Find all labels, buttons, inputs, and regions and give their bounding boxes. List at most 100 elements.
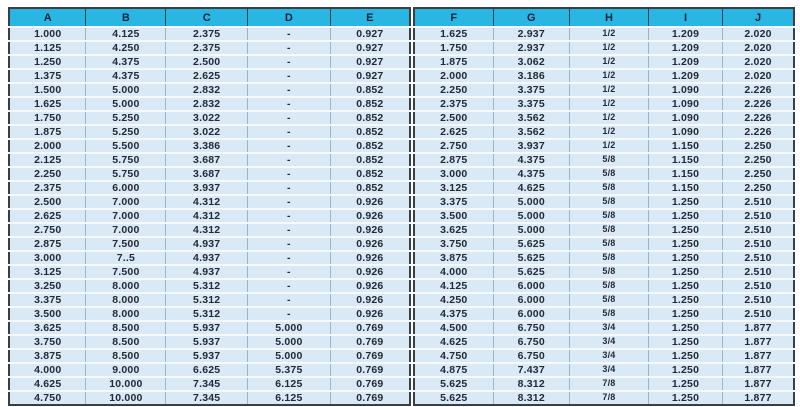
table-cell-F: 2.875 [414,152,494,167]
table-cell-F: 4.375 [414,306,494,321]
table-cell-D: - [247,292,331,307]
table-row: 3.500 8.000 5.312-0.926 [9,306,410,321]
table-cell-I: 1.250 [647,306,723,321]
table-cell-C: 2.500 [165,54,248,69]
table-cell-E: 0.769 [329,390,410,405]
table-cell-E: 0.852 [329,82,410,97]
table-cell-J: 2.510 [722,292,794,307]
table-row: 4.500 6.750 3/4 1.250 1.877 [414,320,794,335]
table-cell-J: 1.877 [722,334,794,349]
table-cell-G: 3.562 [492,124,570,139]
table-cell-H: 5/8 [568,180,649,195]
table-cell-I: 1.250 [647,390,723,405]
table-cell-A: 2.750 [9,222,86,237]
table-cell-B: 7.000 [85,194,166,209]
table-cell-H: 5/8 [568,278,649,293]
table-cell-H: 1/2 [568,40,649,55]
table-cell-J: 2.250 [722,152,794,167]
table-cell-I: 1.150 [647,166,723,181]
table-row: 1.625 5.000 2.832-0.852 [9,96,410,111]
table-cell-F: 5.625 [414,376,494,391]
table-cell-H: 5/8 [568,166,649,181]
table-cell-E: 0.926 [329,278,410,293]
table-cell-C: 4.937 [165,236,248,251]
table-cell-J: 2.020 [722,68,794,83]
table-cell-D: 5.000 [247,348,331,363]
table-cell-C: 7.345 [165,390,248,405]
table-cell-B: 8.500 [85,320,166,335]
table-cell-E: 0.926 [329,264,410,279]
table-cell-F: 3.875 [414,250,494,265]
table-cell-D: - [247,124,331,139]
table-cell-B: 8.500 [85,348,166,363]
table-cell-F: 2.250 [414,82,494,97]
table-cell-B: 7.500 [85,264,166,279]
table-row: 1.375 4.375 2.625-0.927 [9,68,410,83]
table-row: 2.250 5.750 3.687-0.852 [9,166,410,181]
table-cell-I: 1.250 [647,334,723,349]
table-cell-B: 8.500 [85,334,166,349]
table-cell-C: 5.937 [165,334,248,349]
table-cell-I: 1.250 [647,208,723,223]
table-cell-H: 5/8 [568,152,649,167]
table-row: 2.375 3.375 1/2 1.090 2.226 [414,96,794,111]
table-cell-G: 2.937 [492,40,570,55]
table-cell-F: 1.625 [414,26,494,41]
table-cell-J: 2.020 [722,26,794,41]
table-cell-C: 4.312 [165,194,248,209]
table-cell-D: - [247,250,331,265]
table-cell-D: - [247,222,331,237]
table-row: 1.750 2.937 1/2 1.209 2.020 [414,40,794,55]
table-cell-G: 3.937 [492,138,570,153]
table-row: 3.000 7..5 4.937-0.926 [9,250,410,265]
table-cell-G: 5.625 [492,264,570,279]
table-cell-F: 2.000 [414,68,494,83]
column-header-D: D [247,7,331,28]
table-cell-C: 2.375 [165,40,248,55]
table-cell-H: 1/2 [568,54,649,69]
table-cell-F: 3.125 [414,180,494,195]
table-cell-F: 4.250 [414,292,494,307]
table-cell-B: 6.000 [85,180,166,195]
table-row: 5.625 8.312 7/8 1.250 1.877 [414,390,794,405]
table-cell-F: 2.500 [414,110,494,125]
table-cell-F: 4.000 [414,264,494,279]
table-cell-I: 1.150 [647,152,723,167]
table-row: 3.750 8.500 5.937 5.000 0.769 [9,334,410,349]
table-cell-H: 7/8 [568,390,649,405]
table-cell-J: 1.877 [722,348,794,363]
table-cell-B: 10.000 [85,390,166,405]
table-cell-D: - [247,138,331,153]
table-cell-I: 1.209 [647,68,723,83]
table-cell-G: 6.000 [492,278,570,293]
table-cell-F: 3.500 [414,208,494,223]
table-cell-D: - [247,278,331,293]
table-cell-C: 4.312 [165,208,248,223]
table-row: 3.625 5.000 5/8 1.250 2.510 [414,222,794,237]
table-cell-I: 1.090 [647,82,723,97]
table-cell-J: 2.510 [722,208,794,223]
table-cell-G: 4.375 [492,152,570,167]
table-cell-J: 2.020 [722,40,794,55]
table-cell-D: - [247,96,331,111]
table-cell-G: 3.375 [492,82,570,97]
table-cell-A: 1.625 [9,96,86,111]
table-cell-J: 2.250 [722,180,794,195]
table-row: 3.125 7.500 4.937-0.926 [9,264,410,279]
table-cell-A: 2.875 [9,236,86,251]
table-cell-E: 0.769 [329,334,410,349]
table-cell-I: 1.090 [647,124,723,139]
column-header-H: H [568,7,649,28]
table-cell-G: 5.625 [492,236,570,251]
table-cell-I: 1.250 [647,362,723,377]
table-row: 5.625 8.312 7/8 1.250 1.877 [414,376,794,391]
table-cell-B: 10.000 [85,376,166,391]
table-row: 2.250 3.375 1/2 1.090 2.226 [414,82,794,97]
table-cell-B: 5.000 [85,96,166,111]
table-cell-D: - [247,68,331,83]
table-row: 1.625 2.937 1/2 1.209 2.020 [414,26,794,41]
table-cell-J: 2.250 [722,138,794,153]
table-cell-C: 3.687 [165,152,248,167]
table-row: 3.375 8.000 5.312-0.926 [9,292,410,307]
table-cell-J: 2.510 [722,264,794,279]
